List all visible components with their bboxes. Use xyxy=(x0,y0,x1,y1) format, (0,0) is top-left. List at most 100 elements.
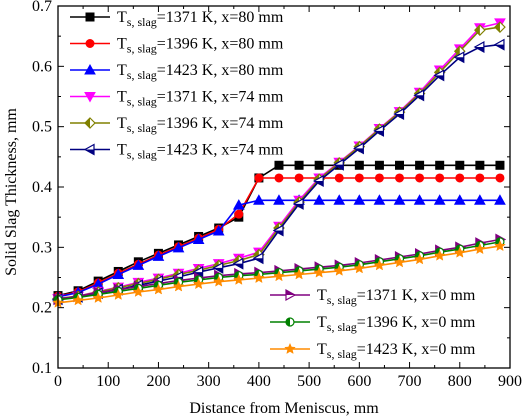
series-3-point xyxy=(273,194,285,205)
series-3-point xyxy=(413,194,426,205)
series-3-point xyxy=(433,194,446,205)
series-6-point xyxy=(252,252,264,265)
x-axis-label: Distance from Meniscus, mm xyxy=(189,400,379,417)
y-tick-label: 0.7 xyxy=(32,0,52,15)
series-3-point xyxy=(393,194,406,205)
legend-label: Ts, slag=1371 K, x=74 mm xyxy=(117,89,284,109)
series-9-point xyxy=(232,273,245,285)
x-tick-label: 500 xyxy=(297,373,321,390)
series-2-point xyxy=(234,209,244,219)
x-tick-label: 600 xyxy=(347,373,371,390)
series-2-point xyxy=(274,173,284,183)
legend-marker xyxy=(85,39,95,48)
legend-marker xyxy=(285,288,297,302)
series-9-point xyxy=(333,264,346,276)
series-9-point xyxy=(413,253,426,265)
series-5-point xyxy=(474,24,486,36)
series-6-point xyxy=(292,197,304,210)
series-2-point xyxy=(374,173,384,183)
legend-marker xyxy=(84,92,96,103)
series-3 xyxy=(52,194,506,302)
x-tick-label: 400 xyxy=(247,373,271,390)
y-tick-label: 0.3 xyxy=(32,239,52,256)
legend-marker xyxy=(285,317,295,327)
series-2-point xyxy=(395,173,405,183)
series-1-point xyxy=(314,160,324,170)
series-1-point xyxy=(354,160,364,170)
legend-label: Ts, slag=1423 K, x=74 mm xyxy=(117,142,284,162)
series-9-point xyxy=(293,268,305,280)
series-9-point xyxy=(474,242,486,255)
series-3-point xyxy=(474,194,486,205)
legend-entry-1: Ts, slag=1371 K, x=80 mm xyxy=(70,9,284,29)
legend-entry-5: Ts, slag=1396 K, x=74 mm xyxy=(70,115,284,135)
series-6-point xyxy=(212,261,224,274)
y-axis-label: Solid Slag Thickness, mm xyxy=(3,108,20,276)
series-3-point xyxy=(373,194,386,205)
series-6-line xyxy=(57,43,501,300)
series-1-point xyxy=(435,160,445,170)
legend-entry-8: Ts, slag=1396 K, x=0 mm xyxy=(270,314,476,334)
legend-entry-3: Ts, slag=1423 K, x=80 mm xyxy=(70,62,284,82)
x-tick-label: 100 xyxy=(96,373,120,390)
series-9-point xyxy=(112,288,125,300)
x-tick-label: 0 xyxy=(54,373,62,390)
series-9 xyxy=(52,239,506,308)
series-3-point xyxy=(232,199,245,210)
legend-marker xyxy=(85,12,95,22)
series-6-point xyxy=(272,224,284,237)
series-9-point xyxy=(92,291,105,303)
legend-label: Ts, slag=1371 K, x=80 mm xyxy=(117,9,284,29)
y-tick-label: 0.2 xyxy=(32,300,52,317)
series-6 xyxy=(51,38,505,306)
legend-entry-2: Ts, slag=1396 K, x=80 mm xyxy=(70,36,284,56)
series-3-point xyxy=(132,259,145,270)
legend-label: Ts, slag=1396 K, x=0 mm xyxy=(317,314,476,334)
series-1-point xyxy=(415,160,425,170)
series-1-point xyxy=(475,160,485,170)
series-3-point xyxy=(253,194,265,205)
legend-entry-9: Ts, slag=1423 K, x=0 mm xyxy=(270,341,476,361)
series-9-point xyxy=(373,259,386,271)
series-6-point xyxy=(453,51,465,64)
series-1-point xyxy=(374,160,384,170)
x-tick-label: 800 xyxy=(448,373,472,390)
legend-label: Ts, slag=1423 K, x=80 mm xyxy=(117,62,284,82)
series-1-point xyxy=(294,160,304,170)
series-6-point xyxy=(493,38,505,51)
y-tick-label: 0.6 xyxy=(32,58,52,75)
series-2-point xyxy=(254,173,264,183)
series-9-point xyxy=(393,256,406,268)
series-3-point xyxy=(313,194,326,205)
legend-entry-4: Ts, slag=1371 K, x=74 mm xyxy=(70,89,284,109)
series-9-point xyxy=(353,262,366,274)
legend-label: Ts, slag=1396 K, x=80 mm xyxy=(117,36,284,56)
legend-entry-6: Ts, slag=1423 K, x=74 mm xyxy=(70,142,284,162)
series-2-point xyxy=(495,173,505,183)
legend-entry-7: Ts, slag=1371 K, x=0 mm xyxy=(270,287,476,307)
x-tick-label: 900 xyxy=(498,373,522,390)
series-6-point xyxy=(433,69,445,82)
legend-label: Ts, slag=1396 K, x=74 mm xyxy=(117,115,284,135)
series-6-point xyxy=(353,142,364,155)
series-2-point xyxy=(475,173,485,183)
series-1-point xyxy=(495,160,505,170)
series-9-point xyxy=(172,280,185,292)
series-3-point xyxy=(172,241,185,253)
series-9-point xyxy=(132,285,145,297)
y-tick-label: 0.1 xyxy=(32,360,52,377)
series-9-point xyxy=(152,283,165,295)
series-6-point xyxy=(333,158,344,171)
series-9-point xyxy=(313,266,326,278)
series-9-point xyxy=(72,294,84,306)
series-9-point xyxy=(453,246,466,258)
series-9-point xyxy=(253,271,265,284)
legend-marker xyxy=(84,117,96,129)
x-tick-label: 200 xyxy=(146,373,170,390)
series-2 xyxy=(53,173,505,301)
series-2-point xyxy=(415,173,425,183)
series-3-point xyxy=(212,225,225,236)
series-2-point xyxy=(435,173,445,183)
x-tick-label: 700 xyxy=(398,373,422,390)
